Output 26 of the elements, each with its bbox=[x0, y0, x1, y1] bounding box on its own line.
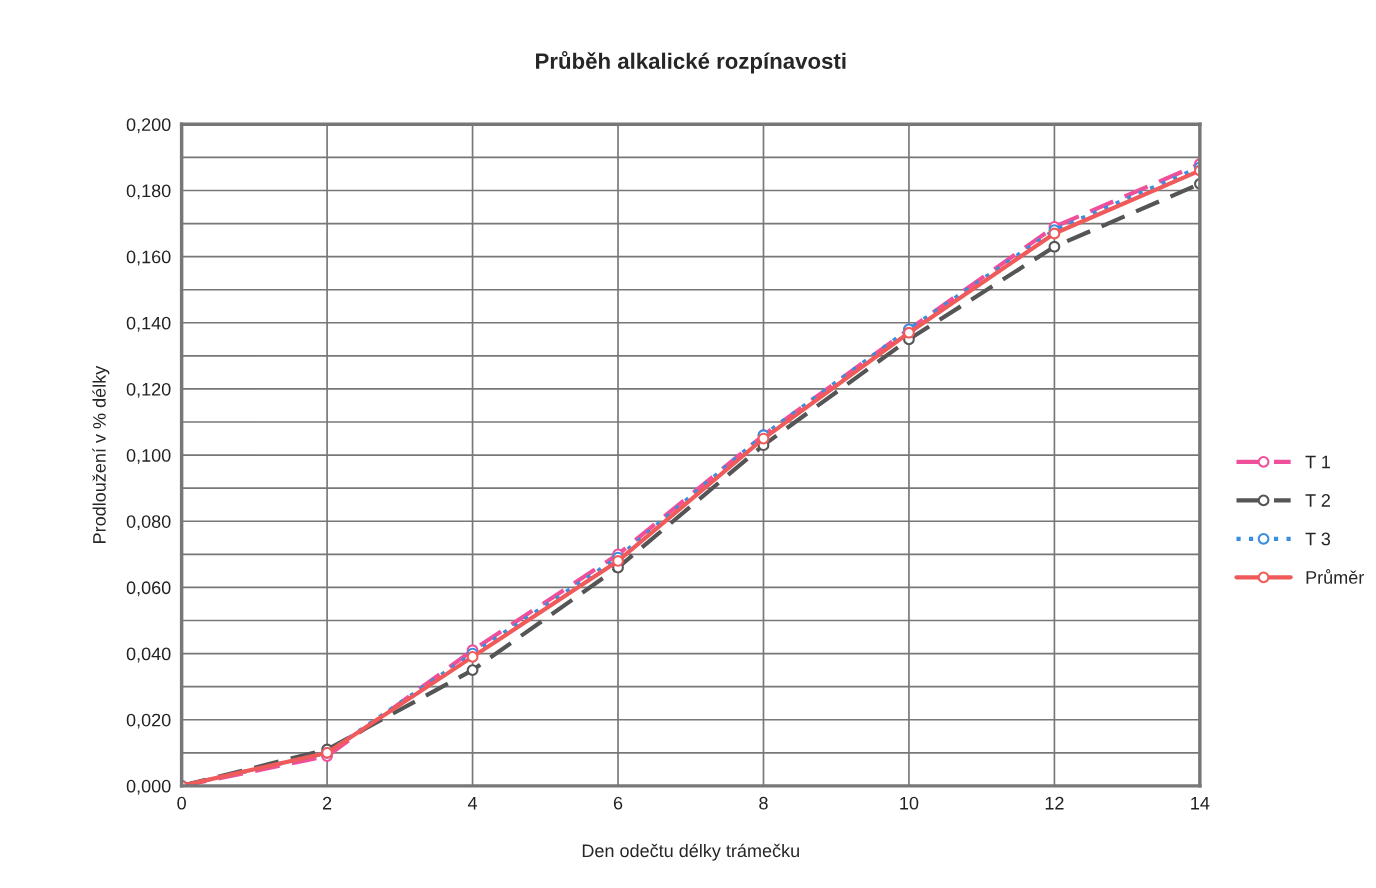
y-tick-label: 0,120 bbox=[126, 382, 171, 398]
legend-label: T 1 bbox=[1305, 455, 1330, 469]
y-tick-label: 0,040 bbox=[126, 647, 171, 663]
x-tick-label: 10 bbox=[900, 796, 919, 810]
y-tick-label: 0,020 bbox=[126, 713, 171, 729]
y-tick-label: 0,080 bbox=[126, 515, 171, 531]
x-tick-label: 12 bbox=[1045, 796, 1064, 810]
x-tick-label: 0 bbox=[177, 796, 186, 810]
x-tick-label: 4 bbox=[467, 796, 478, 810]
x-tick-label: 8 bbox=[759, 796, 768, 810]
y-tick-label: 0,160 bbox=[126, 250, 171, 266]
x-tick-label: 6 bbox=[613, 796, 623, 810]
legend-label: T 3 bbox=[1305, 532, 1331, 546]
y-axis-title: Prodloužení v % délky bbox=[92, 365, 110, 543]
y-tick-label: 0,200 bbox=[126, 118, 171, 134]
y-tick-label: 0,140 bbox=[126, 316, 171, 332]
x-tick-label: 14 bbox=[1191, 796, 1210, 810]
y-tick-label: 0,180 bbox=[126, 184, 171, 200]
x-tick-label: 2 bbox=[322, 796, 332, 810]
legend-label: T 2 bbox=[1305, 494, 1330, 507]
chart-title: Průběh alkalické rozpínavosti bbox=[536, 50, 846, 74]
legend-label: Průměr bbox=[1306, 569, 1364, 584]
y-tick-label: 0,060 bbox=[126, 581, 171, 597]
y-tick-label: 0,000 bbox=[126, 779, 171, 795]
y-tick-label: 0,100 bbox=[126, 449, 171, 464]
x-axis-title: Den odečtu délky trámečku bbox=[582, 843, 799, 861]
